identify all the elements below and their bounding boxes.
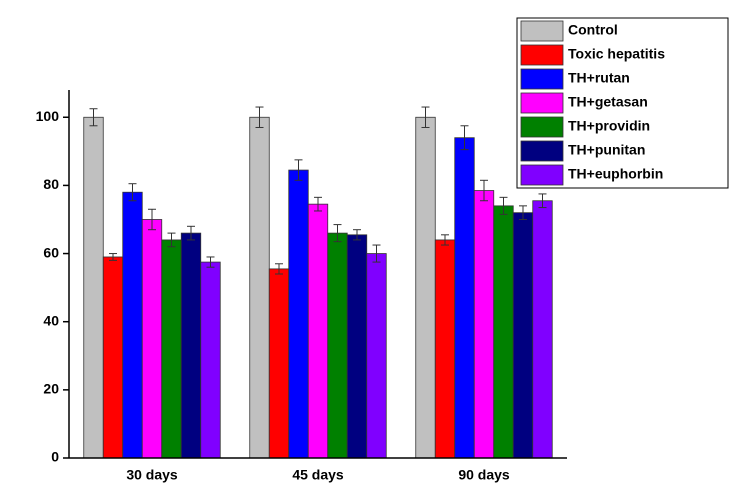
legend-label: TH+rutan: [568, 70, 630, 86]
error-bar: [294, 159, 303, 181]
error-bar: [109, 253, 117, 261]
legend-label: TH+punitan: [568, 142, 645, 158]
legend-swatch: [520, 116, 564, 138]
error-bar: [255, 106, 264, 128]
legend-label: TH+euphorbin: [568, 166, 663, 182]
error-bar: [480, 179, 488, 202]
legend-swatch: [520, 140, 564, 162]
bar: [200, 261, 221, 459]
error-bar: [421, 106, 430, 128]
bar: [141, 219, 163, 459]
bar: [102, 256, 124, 459]
bar: [493, 205, 514, 459]
error-bar: [441, 234, 449, 246]
error-bar: [148, 208, 156, 231]
error-bar: [128, 183, 137, 202]
bar: [415, 116, 436, 459]
bar: [249, 116, 270, 459]
error-bar: [519, 205, 527, 220]
error-bar: [333, 224, 342, 243]
x-tick-label: 90 days: [458, 467, 510, 483]
legend-swatch: [520, 44, 564, 66]
y-tick-label: 40: [43, 312, 59, 328]
bar: [161, 239, 182, 459]
error-bar: [89, 108, 98, 127]
error-bar: [187, 225, 195, 241]
error-bar: [275, 263, 283, 275]
bar: [327, 232, 348, 459]
y-tick-label: 0: [51, 449, 59, 465]
bar: [307, 203, 329, 459]
bar: [434, 239, 456, 459]
bar: [122, 191, 143, 459]
legend-label: TH+getasan: [568, 94, 648, 110]
y-tick-label: 100: [36, 108, 60, 124]
error-bar: [314, 196, 322, 212]
error-bar: [372, 244, 381, 263]
legend-swatch: [520, 92, 564, 114]
y-tick-label: 20: [43, 381, 59, 397]
legend-label: Toxic hepatitis: [568, 46, 665, 62]
bar: [180, 232, 202, 459]
bar: [83, 116, 104, 459]
y-tick-label: 80: [43, 176, 59, 192]
legend-swatch: [520, 68, 564, 90]
y-tick-label: 60: [43, 244, 59, 260]
legend-swatch: [520, 20, 564, 42]
x-tick-label: 30 days: [126, 467, 178, 483]
bar: [454, 137, 475, 459]
bar: [473, 190, 495, 459]
bar: [288, 169, 309, 459]
bar: [346, 234, 368, 459]
bar: [512, 212, 534, 459]
error-bar: [499, 196, 508, 215]
legend-label: Control: [568, 22, 618, 38]
x-tick-label: 45 days: [292, 467, 344, 483]
bar: [268, 268, 290, 459]
error-bar: [167, 232, 176, 248]
legend-label: TH+providin: [568, 118, 650, 134]
bar: [366, 253, 387, 459]
error-bar: [460, 125, 469, 151]
bar: [532, 200, 553, 459]
legend-swatch: [520, 164, 564, 186]
error-bar: [538, 193, 547, 209]
error-bar: [353, 229, 361, 241]
error-bar: [206, 256, 215, 268]
